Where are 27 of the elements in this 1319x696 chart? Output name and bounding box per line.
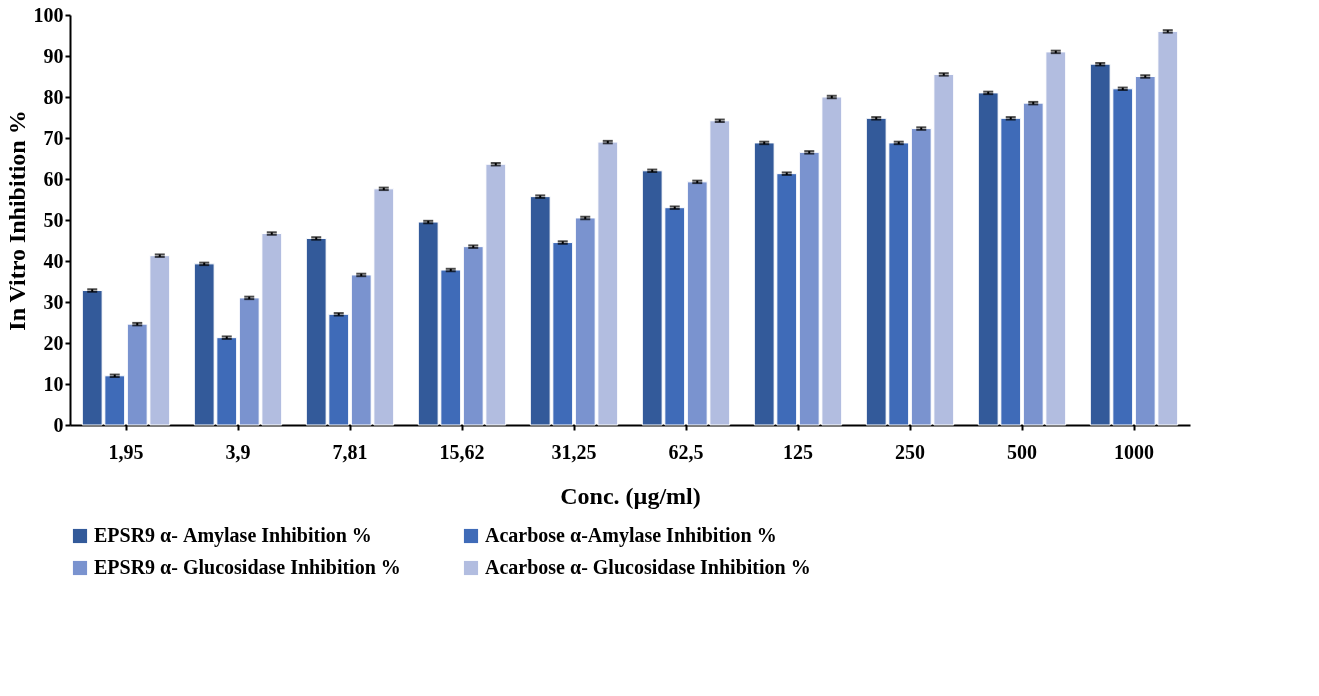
x-tick-label: 1,95	[108, 440, 144, 463]
legend-label: Acarbose α- Glucosidase Inhibition %	[485, 556, 811, 578]
legend-label: Acarbose α-Amylase Inhibition %	[485, 524, 777, 547]
x-tick-label: 31,25	[551, 440, 597, 463]
y-tick-label: 40	[43, 249, 64, 272]
x-axis-title: Conc. (µg/ml)	[560, 482, 701, 509]
x-tick-label: 3,9	[225, 440, 251, 463]
y-tick-label: 70	[43, 126, 64, 149]
y-tick-label: 0	[53, 413, 64, 436]
y-tick-label: 20	[43, 331, 64, 354]
x-tick-label: 125	[783, 440, 813, 463]
x-tick-label: 1000	[1114, 440, 1154, 463]
x-tick-label: 250	[895, 440, 925, 463]
y-tick-label: 10	[43, 372, 64, 395]
x-tick-label: 7,81	[332, 440, 368, 463]
y-tick-label: 50	[43, 208, 64, 231]
legend-label: EPSR9 α- Amylase Inhibition %	[94, 524, 372, 547]
legend-label: EPSR9 α- Glucosidase Inhibition %	[94, 556, 401, 578]
y-tick-label: 80	[43, 85, 64, 108]
y-axis-title: In Vitro Inhibition %	[3, 110, 30, 331]
y-tick-label: 100	[33, 3, 64, 26]
x-tick-label: 500	[1007, 440, 1037, 463]
x-tick-label: 15,62	[439, 440, 485, 463]
y-tick-label: 60	[43, 167, 64, 190]
y-tick-label: 90	[43, 44, 64, 67]
x-tick-label: 62,5	[668, 440, 704, 463]
y-tick-label: 30	[43, 290, 64, 313]
